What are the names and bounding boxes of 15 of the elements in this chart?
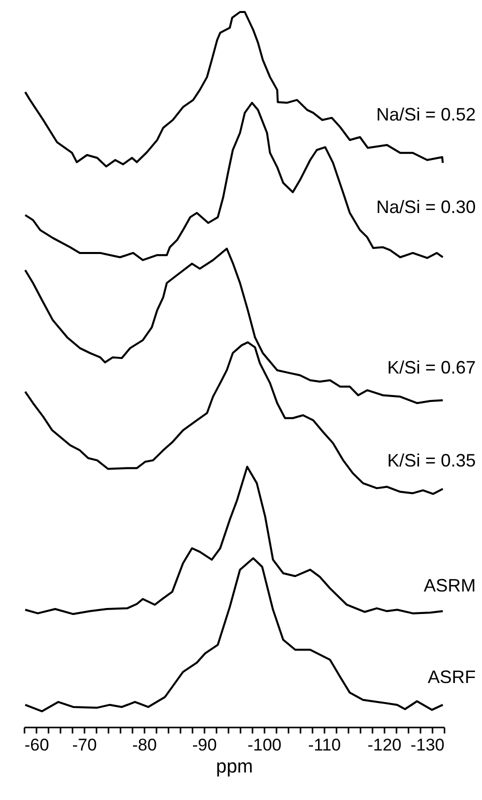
series-label: K/Si = 0.35: [387, 450, 476, 470]
series-label: ASRF: [428, 666, 476, 687]
x-tick-label: -120: [367, 736, 402, 754]
x-tick-label: -80: [132, 736, 157, 754]
x-axis-title: ppm: [216, 756, 253, 778]
x-tick-label: -70: [72, 736, 97, 754]
x-tick-label: -110: [308, 736, 341, 754]
series-label: K/Si = 0.67: [387, 357, 476, 378]
series-label: Na/Si = 0.30: [376, 197, 476, 218]
x-tick-label: -100: [247, 736, 282, 754]
series-label: ASRM: [424, 575, 476, 596]
x-tick-label: -60: [24, 736, 50, 754]
x-tick-label: -90: [192, 736, 217, 754]
x-tick-label: -130: [410, 736, 444, 754]
series-label: Na/Si = 0.52: [376, 104, 476, 124]
